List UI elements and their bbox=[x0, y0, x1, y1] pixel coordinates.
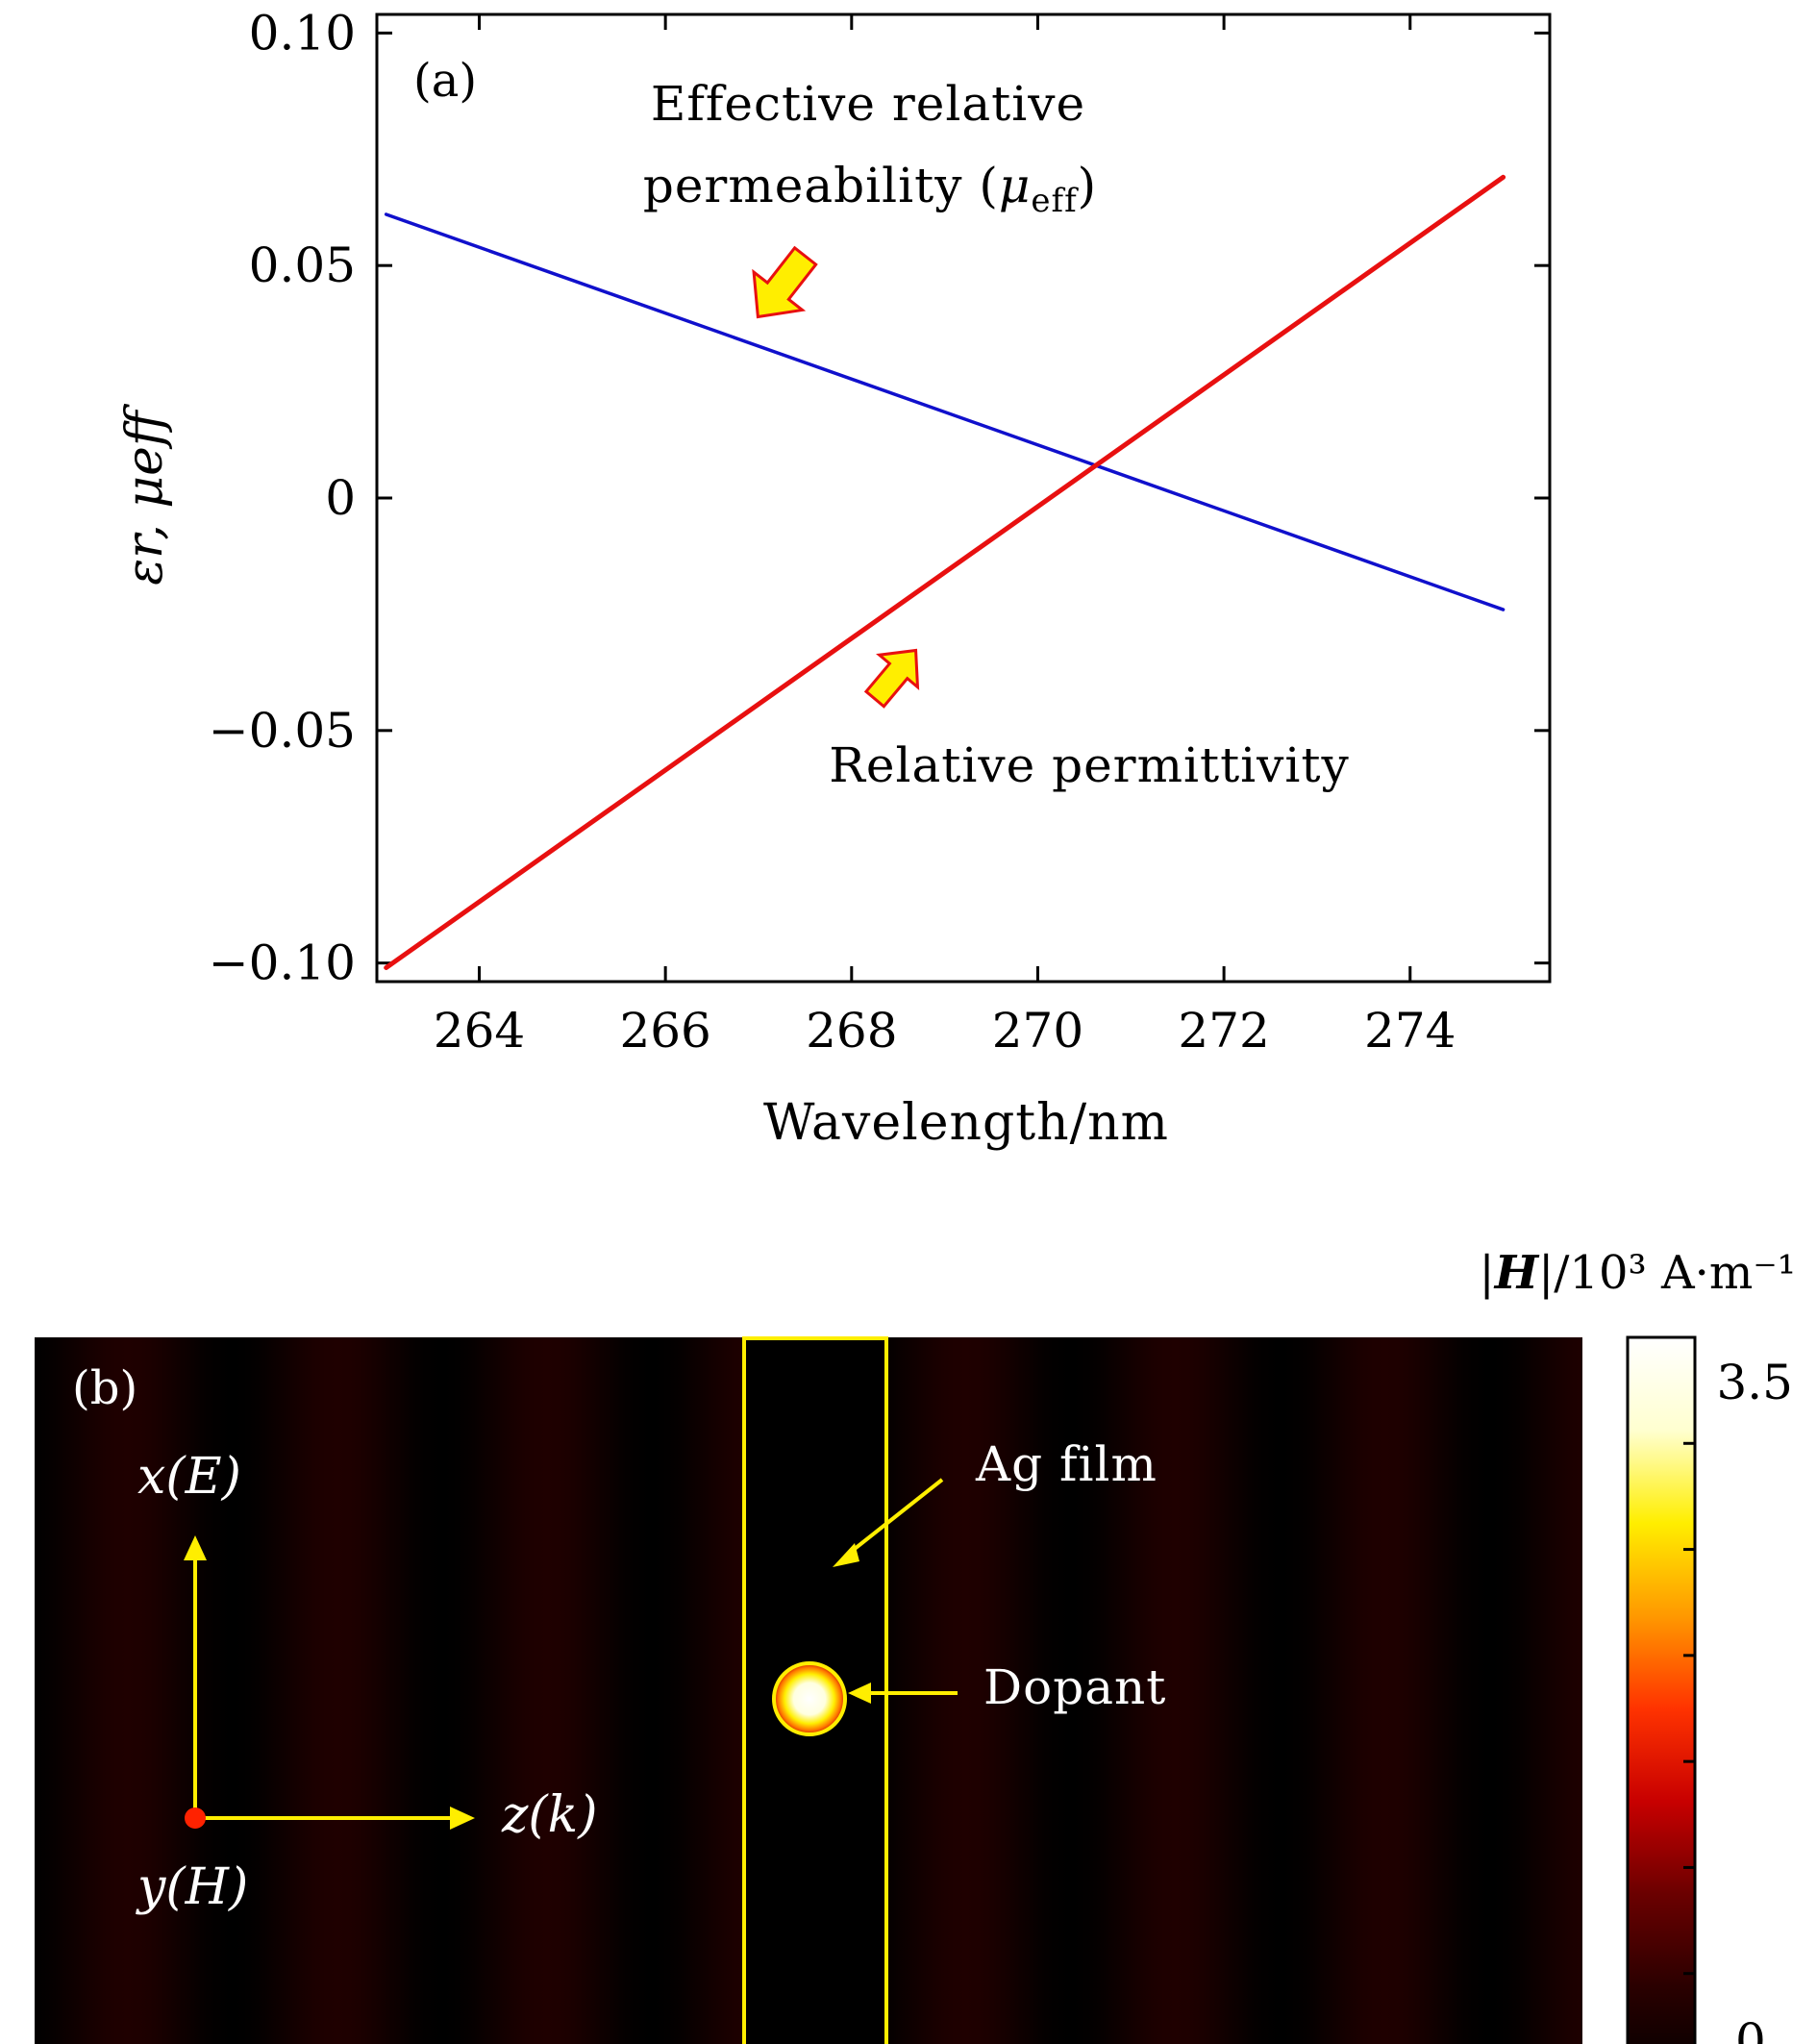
colorbar-ticks bbox=[1683, 1441, 1695, 1976]
colorbar-title: |H|/10³ A·m⁻¹ bbox=[1480, 1246, 1796, 1300]
x-tick-label: 268 bbox=[806, 1003, 897, 1059]
y-axis-label: y(H) bbox=[136, 1858, 248, 1916]
z-axis-label: z(k) bbox=[501, 1786, 597, 1844]
colorbar bbox=[1626, 1335, 1697, 2044]
colorbar-title-suffix: |/10³ A·m⁻¹ bbox=[1538, 1246, 1796, 1300]
y-tick-label: 0.10 bbox=[249, 5, 356, 61]
series-line-eps-r bbox=[384, 174, 1506, 970]
y-ticks: 0.10 0.05 0 −0.05 −0.10 bbox=[209, 5, 1550, 991]
z-axis-arrow-head bbox=[450, 1807, 475, 1830]
ag-film-label: Ag film bbox=[975, 1436, 1157, 1492]
colorbar-min-label: 0 bbox=[1735, 2013, 1766, 2044]
colorbar-title-prefix: | bbox=[1480, 1246, 1495, 1300]
dopant-label: Dopant bbox=[983, 1659, 1166, 1715]
plot-frame-a bbox=[375, 12, 1552, 984]
series-group bbox=[384, 174, 1506, 970]
x-tick-label: 264 bbox=[434, 1003, 525, 1059]
mu-subscript: eff bbox=[1031, 182, 1079, 220]
ag-film-pointer-line bbox=[844, 1478, 944, 1558]
x-tick-label: 274 bbox=[1364, 1003, 1456, 1059]
mu-annotation-line1: Effective relative bbox=[651, 76, 1085, 132]
eps-annotation: Relative permittivity bbox=[829, 737, 1350, 793]
dopant-particle bbox=[772, 1661, 847, 1736]
colorbar-max-label: 3.5 bbox=[1716, 1355, 1793, 1410]
y-tick-label: 0 bbox=[325, 470, 356, 526]
eps-pointer-arrow bbox=[863, 648, 920, 709]
panel-a-label: (a) bbox=[413, 54, 477, 108]
x-axis-title: Wavelength/nm bbox=[763, 1094, 1169, 1152]
y-tick-label: −0.05 bbox=[209, 703, 356, 759]
mu-annotation-prefix: permeability ( bbox=[643, 158, 999, 213]
x-axis-arrow-head bbox=[184, 1535, 207, 1560]
panel-b-label: (b) bbox=[72, 1361, 137, 1415]
panel-b-field-map: (b) Ag film Dopant x(E) z(k) y(H) 3.5 0 … bbox=[35, 1246, 1796, 2044]
series-line-mu-eff bbox=[384, 212, 1506, 611]
mu-pointer-arrow bbox=[752, 245, 818, 319]
mu-symbol: μ bbox=[999, 158, 1032, 213]
x-tick-label: 270 bbox=[992, 1003, 1083, 1059]
origin-dot bbox=[185, 1807, 206, 1829]
x-tick-label: 266 bbox=[619, 1003, 710, 1059]
panel-a-line-chart: 264 266 268 270 272 274 0.10 0.05 0 −0.05 −0.10 (… bbox=[116, 5, 1552, 1152]
mu-annotation-line2: permeability (μeff) bbox=[643, 158, 1097, 220]
dopant-pointer-head bbox=[848, 1683, 871, 1704]
y-tick-label: 0.05 bbox=[249, 237, 356, 293]
y-tick-label: −0.10 bbox=[209, 935, 356, 991]
x-tick-label: 272 bbox=[1178, 1003, 1269, 1059]
x-ticks: 264 266 268 270 272 274 bbox=[434, 14, 1456, 1059]
colorbar-title-symbol: H bbox=[1493, 1246, 1540, 1300]
y-axis-title: εr, μeff bbox=[116, 403, 174, 586]
x-axis-label: x(E) bbox=[137, 1448, 241, 1506]
ag-film-pointer-head bbox=[833, 1543, 859, 1567]
mu-annotation-suffix: ) bbox=[1078, 158, 1098, 213]
